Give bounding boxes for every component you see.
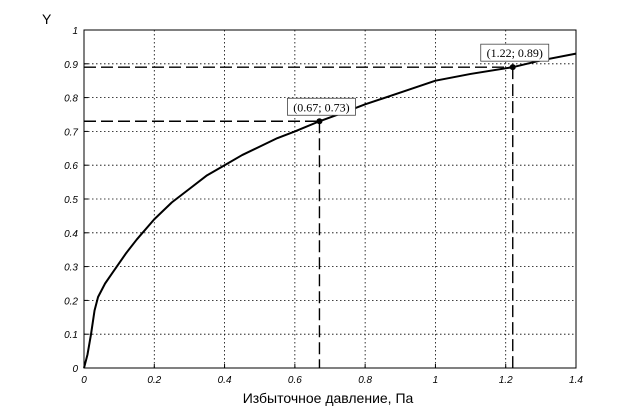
annotation-label: (1.22; 0.89) xyxy=(487,46,543,60)
x-tick-label: 1.4 xyxy=(569,375,583,386)
y-tick-label: 0.4 xyxy=(64,229,78,240)
y-axis-title: Y xyxy=(42,11,52,27)
annotation-labels: (0.67; 0.73) (1.22; 0.89) xyxy=(287,43,550,116)
x-axis-title: Избыточное давление, Па xyxy=(243,390,414,406)
x-tick-label: 0.6 xyxy=(288,375,302,386)
y-tick-label: 0.2 xyxy=(64,296,78,307)
y-tick-label: 0.9 xyxy=(64,60,78,71)
annotation-points xyxy=(316,64,516,125)
y-tick-label: 0.8 xyxy=(64,94,78,105)
x-tick-label: 0.4 xyxy=(218,375,232,386)
plot-area-frame xyxy=(83,29,577,369)
y-tick-label: 0.3 xyxy=(64,263,78,274)
annotation-guides xyxy=(84,66,514,368)
x-tick-label: 1.2 xyxy=(499,375,513,386)
y-tick-label: 0.7 xyxy=(64,127,78,138)
x-tick-label: 0.2 xyxy=(147,375,161,386)
annotation-point xyxy=(316,118,323,125)
ticks: 0 0.2 0.4 0.6 0.8 1 1.2 1.4 0 0.1 0.2 0.3 0.4 0.5 0.6 0… xyxy=(64,26,583,386)
series-line xyxy=(83,52,577,369)
y-tick-label: 0.6 xyxy=(64,161,78,172)
x-tick-label: 0.8 xyxy=(358,375,372,386)
y-tick-label: 0.1 xyxy=(64,330,78,341)
annotation-label-box xyxy=(480,43,550,62)
annotation-label: (0.67; 0.73) xyxy=(293,100,349,114)
x-tick-label: 0 xyxy=(81,375,87,386)
annotation-label-box xyxy=(287,97,356,116)
annotation-point xyxy=(509,64,516,71)
grid xyxy=(84,30,576,368)
y-tick-label: 0 xyxy=(72,364,78,375)
y-tick-label: 1 xyxy=(72,26,78,37)
series-layer xyxy=(83,52,577,369)
y-tick-label: 0.5 xyxy=(64,195,78,206)
x-tick-label: 1 xyxy=(433,375,439,386)
